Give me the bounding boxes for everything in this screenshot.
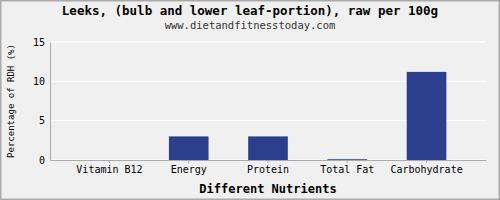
grid xyxy=(50,42,486,160)
title: Leeks, (bulb and lower leaf-portion), ra… xyxy=(62,3,438,18)
tick-label: 15 xyxy=(33,37,45,48)
tick: 0 xyxy=(39,155,50,166)
tick: Energy xyxy=(171,160,207,175)
tick-label: Carbohydrate xyxy=(390,164,462,175)
x-axis-title: Different Nutrients xyxy=(199,182,336,196)
y-axis-title: Percentage of RDH (%) xyxy=(6,44,16,158)
y-axis: 0 5 10 15 xyxy=(33,37,51,166)
tick: 10 xyxy=(33,76,50,87)
tick-mark xyxy=(268,160,269,163)
bar xyxy=(90,160,130,161)
tick-mark xyxy=(347,160,348,163)
tick-label: 10 xyxy=(33,76,45,87)
tick: 15 xyxy=(33,37,50,48)
tick-label: 5 xyxy=(39,115,45,126)
grid-line xyxy=(50,42,486,43)
x-axis: Vitamin B12 Energy Protein Total Fat Carbohy… xyxy=(51,160,487,175)
tick-label: Vitamin B12 xyxy=(76,164,142,175)
bar xyxy=(248,136,288,160)
tick: Vitamin B12 xyxy=(76,160,142,175)
tick: Total Fat xyxy=(320,160,374,175)
tick: Carbohydrate xyxy=(390,160,462,175)
tick: Protein xyxy=(247,160,289,175)
background xyxy=(0,0,500,200)
bars xyxy=(169,72,446,160)
tick-label: Energy xyxy=(171,164,207,175)
tick-mark xyxy=(426,160,427,163)
plot: Vitamin B12 Energy Protein Total Fat Carbohy… xyxy=(33,37,487,175)
bar xyxy=(169,136,209,160)
tick-label: Total Fat xyxy=(320,164,374,175)
frame xyxy=(1,1,500,200)
chart: Leeks, (bulb and lower leaf-portion), ra… xyxy=(0,0,500,200)
tick-mark xyxy=(188,160,189,163)
bar xyxy=(327,159,367,160)
bar xyxy=(407,72,447,160)
subtitle: www.dietandfitnesstoday.com xyxy=(165,19,336,31)
tick-label: Protein xyxy=(247,164,289,175)
tick-label: 0 xyxy=(39,155,45,166)
tick: 5 xyxy=(39,115,50,126)
tick-mark xyxy=(109,160,110,163)
axis-line xyxy=(50,43,51,161)
